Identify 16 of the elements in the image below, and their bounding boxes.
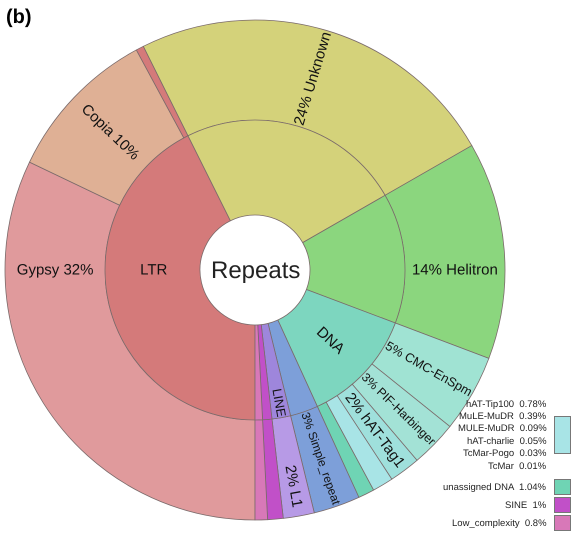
slice-label: LTR xyxy=(140,262,168,278)
text: TcMar-Pogo 0.03% xyxy=(463,448,547,459)
slice-label: Gypsy 32% xyxy=(16,262,94,278)
text: TcMar 0.01% xyxy=(488,461,547,472)
slice-label: LINE xyxy=(269,387,290,418)
text: Low_complexity 0.8% xyxy=(452,518,548,529)
text: Repeats xyxy=(211,257,300,284)
slice-label: 2% L1 xyxy=(281,464,306,509)
text: hAT-Tip100 0.78% xyxy=(466,399,547,410)
chart-title: (b) xyxy=(6,6,32,28)
text: unassigned DNA 1.04% xyxy=(443,482,547,493)
text: MULE-MuDR 0.09% xyxy=(458,423,548,434)
text: hAT-charlie 0.05% xyxy=(467,436,548,447)
slice-label: 14% Helitron xyxy=(412,262,498,278)
text: SINE 1% xyxy=(505,500,547,511)
text: MuLE-MuDR 0.39% xyxy=(459,411,547,422)
